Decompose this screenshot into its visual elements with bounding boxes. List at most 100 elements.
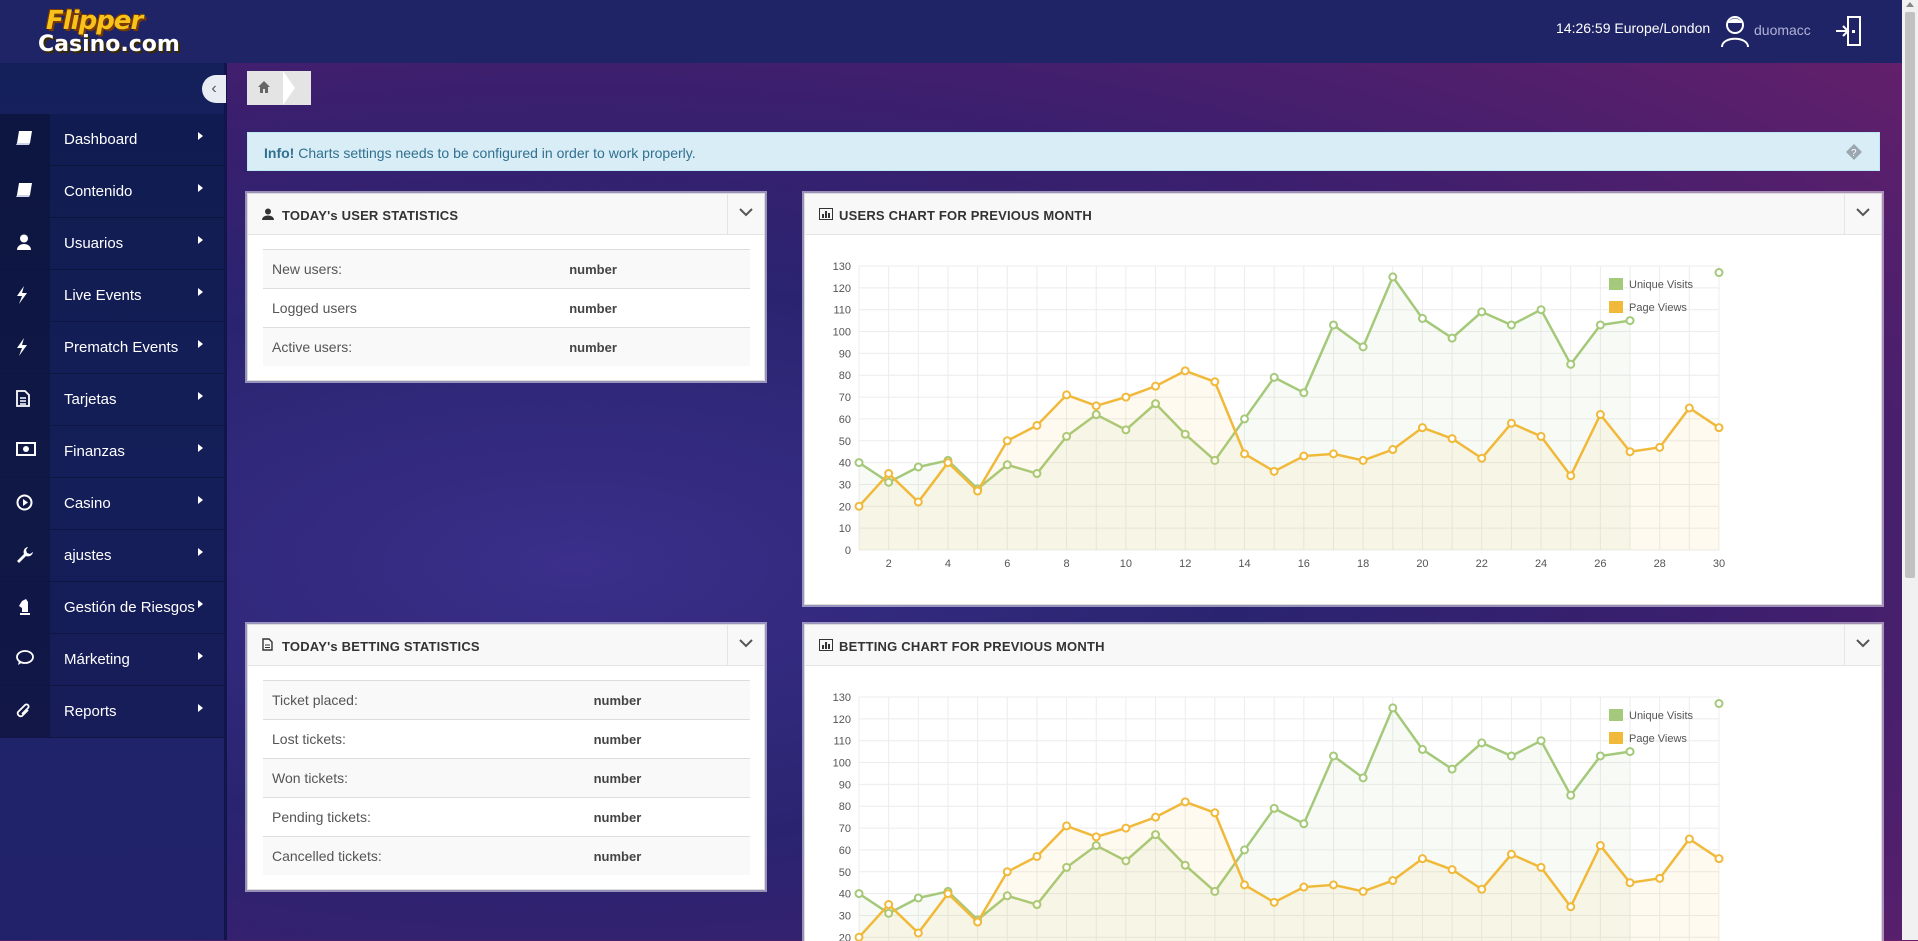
y-tick-label: 0 (845, 545, 851, 557)
y-tick-label: 20 (839, 501, 851, 513)
caret-right-icon (198, 704, 203, 712)
sidebar-item-ajustes[interactable]: ajustes (0, 530, 224, 582)
y-tick-label: 110 (833, 305, 851, 317)
play-circle-icon (0, 478, 50, 529)
data-point (1269, 897, 1279, 907)
data-point (1151, 830, 1161, 840)
data-point (1388, 445, 1398, 455)
betting-stats-panel: TODAY's BETTING STATISTICS Ticket placed… (247, 624, 765, 890)
panel-title: BETTING CHART FOR PREVIOUS MONTH (839, 639, 1105, 654)
table-row: Lost tickets: number (263, 719, 750, 759)
wrench-icon (0, 530, 50, 581)
data-point (854, 458, 864, 468)
stat-value: number (560, 249, 750, 289)
table-row: Ticket placed: number (263, 680, 750, 720)
series-area (859, 707, 1631, 941)
sidebar-item-márketing[interactable]: Márketing (0, 634, 224, 686)
data-point (1714, 699, 1724, 709)
table-row: Cancelled tickets: number (263, 836, 750, 875)
legend-label: Page Views (1629, 302, 1687, 314)
y-tick-label: 90 (839, 779, 851, 791)
data-point (1536, 862, 1546, 872)
alert-close-icon[interactable]: ? (1845, 143, 1863, 161)
data-point (1447, 333, 1457, 343)
y-tick-label: 130 (833, 261, 851, 273)
data-point (1210, 377, 1220, 387)
collapse-button[interactable] (1844, 625, 1881, 665)
page-scrollbar[interactable] (1902, 0, 1918, 940)
data-point (1299, 882, 1309, 892)
data-point (1417, 744, 1427, 754)
data-point (884, 900, 894, 910)
data-point (1477, 453, 1487, 463)
stat-value: number (584, 836, 750, 875)
data-point (1062, 862, 1072, 872)
data-point (973, 486, 983, 496)
table-row: Pending tickets: number (263, 797, 750, 837)
collapse-button[interactable] (727, 194, 764, 234)
svg-text:?: ? (1851, 148, 1857, 159)
data-point (1002, 436, 1012, 446)
panel-header: USERS CHART FOR PREVIOUS MONTH (805, 194, 1881, 235)
sidebar-item-dashboard[interactable]: Dashboard (0, 114, 224, 166)
sidebar-item-finanzas[interactable]: Finanzas (0, 426, 224, 478)
caret-right-icon (198, 548, 203, 556)
paperclip-icon (0, 686, 50, 737)
data-point (1714, 854, 1724, 864)
data-point (1210, 455, 1220, 465)
username[interactable]: duomacc (1754, 22, 1811, 38)
data-point (1625, 878, 1635, 888)
scroll-up-icon[interactable] (1906, 2, 1914, 7)
sidebar-item-live-events[interactable]: Live Events (0, 270, 224, 322)
data-point (1121, 823, 1131, 833)
clock: 14:26:59 Europe/London (1556, 20, 1711, 36)
scroll-thumb[interactable] (1905, 12, 1915, 578)
data-point (1299, 819, 1309, 829)
data-point (1566, 471, 1576, 481)
data-point (1358, 773, 1368, 783)
data-point (1388, 703, 1398, 713)
sidebar-item-usuarios[interactable]: Usuarios (0, 218, 224, 270)
file-icon (0, 374, 50, 425)
sidebar-item-contenido[interactable]: Contenido (0, 166, 224, 218)
sidebar-item-reports[interactable]: Reports (0, 686, 224, 738)
collapse-button[interactable] (727, 625, 764, 665)
casino-logo[interactable]: Flipper Casino.com (36, 6, 192, 58)
stat-label: Ticket placed: (263, 680, 585, 720)
sidebar-item-tarjetas[interactable]: Tarjetas (0, 374, 224, 426)
sidebar-menu: Dashboard Contenido Usuarios Live Events Pre… (0, 114, 224, 738)
book-icon (0, 114, 50, 165)
legend-label: Unique Visits (1629, 710, 1693, 722)
data-point (1417, 423, 1427, 433)
data-point (1506, 320, 1516, 330)
data-point (1536, 736, 1546, 746)
y-tick-label: 80 (839, 370, 851, 382)
user-avatar-icon[interactable] (1720, 14, 1750, 48)
y-tick-label: 60 (839, 414, 851, 426)
logout-icon[interactable] (1834, 14, 1864, 48)
sidebar-item-gestión-de-riesgos[interactable]: Gestión de Riesgos (0, 582, 224, 634)
sidebar-item-label: Live Events (64, 287, 142, 304)
stat-label: New users: (263, 249, 561, 289)
collapse-button[interactable] (1844, 194, 1881, 234)
user-icon (0, 218, 50, 269)
data-point (913, 928, 923, 938)
sidebar-collapse-button[interactable]: ‹ (202, 75, 226, 103)
y-tick-label: 80 (839, 801, 851, 813)
data-point (1180, 429, 1190, 439)
data-point (1240, 449, 1250, 459)
data-point (1417, 313, 1427, 323)
home-icon[interactable] (257, 80, 271, 97)
legend-label: Page Views (1629, 733, 1687, 745)
x-tick-label: 16 (1298, 558, 1310, 570)
chess-icon (0, 582, 50, 633)
data-point (1002, 867, 1012, 877)
data-point (1062, 431, 1072, 441)
sidebar-item-casino[interactable]: Casino (0, 478, 224, 530)
sidebar-item-prematch-events[interactable]: Prematch Events (0, 322, 224, 374)
comment-icon (0, 634, 50, 685)
users-chart-panel: USERS CHART FOR PREVIOUS MONTH 0 10 20 30 40… (804, 193, 1882, 605)
table-row: Active users: number (263, 327, 750, 366)
stat-label: Pending tickets: (263, 797, 585, 837)
sidebar-item-label: Prematch Events (64, 339, 179, 356)
